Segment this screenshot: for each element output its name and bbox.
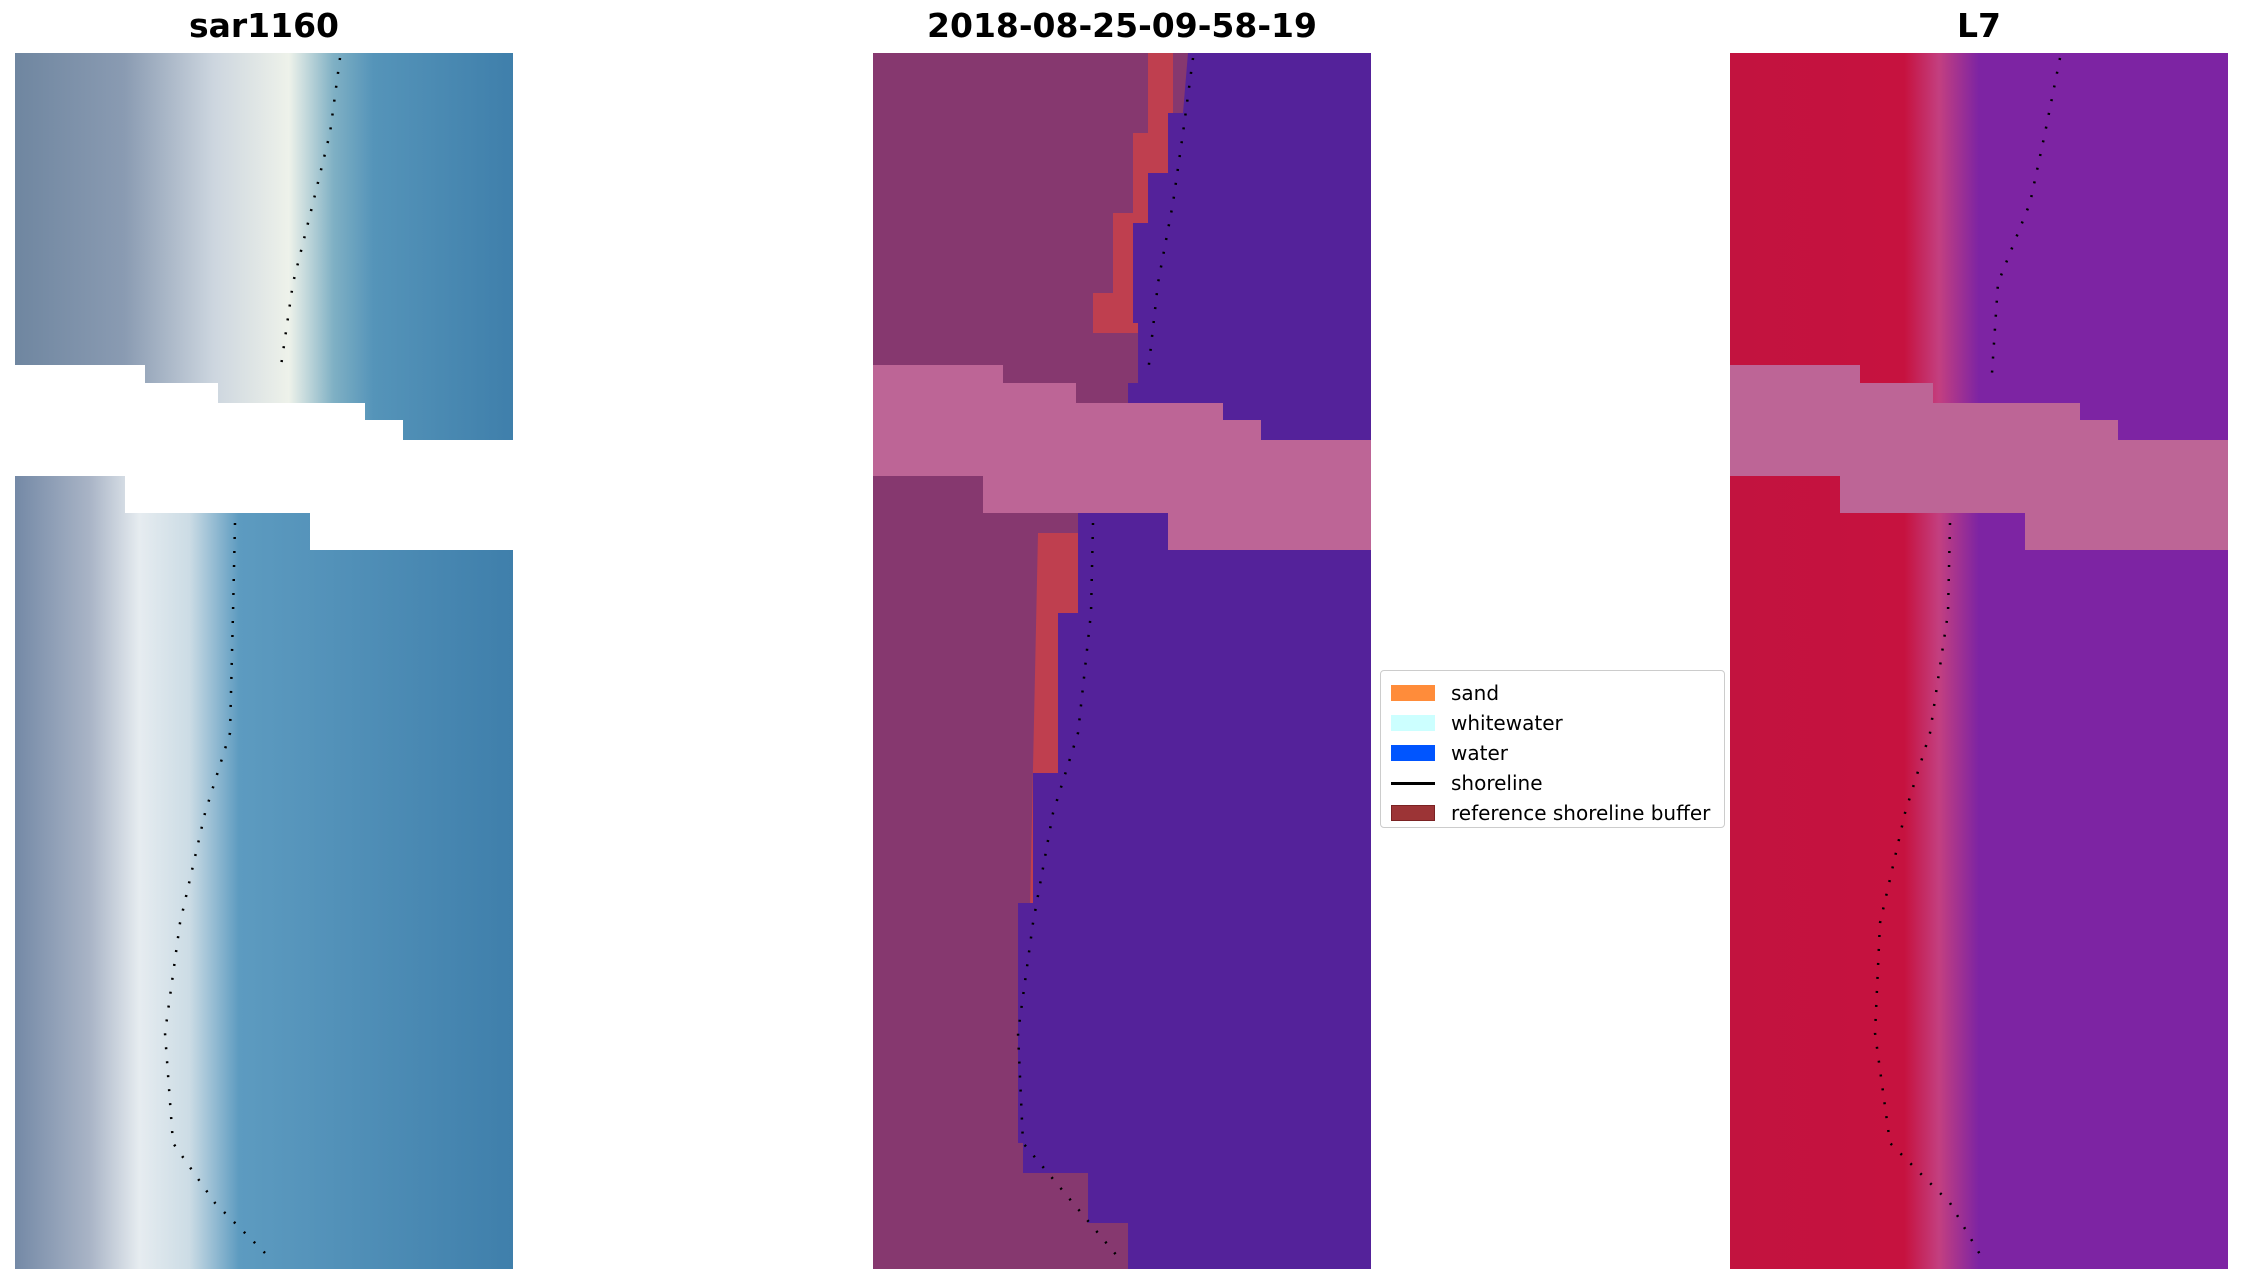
legend-swatch-sand bbox=[1391, 685, 1435, 701]
legend: sand whitewater water shoreline referenc… bbox=[1380, 670, 1725, 828]
legend-label-reference-buffer: reference shoreline buffer bbox=[1451, 801, 1711, 825]
class-shoreline bbox=[1016, 57, 1195, 1264]
mndwi-image bbox=[1730, 53, 2228, 1269]
classified-image-panel bbox=[873, 53, 1371, 1269]
legend-label-sand: sand bbox=[1451, 681, 1500, 705]
legend-item-shoreline: shoreline bbox=[1391, 768, 1714, 798]
legend-item-water: water bbox=[1391, 738, 1714, 768]
legend-label-shoreline: shoreline bbox=[1451, 771, 1543, 795]
classified-image bbox=[873, 53, 1371, 1269]
mndwi-raster bbox=[1730, 53, 2228, 1269]
legend-label-whitewater: whitewater bbox=[1451, 711, 1563, 735]
rgb-shoreline bbox=[163, 57, 342, 1254]
rgb-top-tile bbox=[15, 53, 513, 440]
legend-item-whitewater: whitewater bbox=[1391, 708, 1714, 738]
legend-swatch-shoreline bbox=[1391, 781, 1435, 785]
mndwi-image-panel bbox=[1730, 53, 2228, 1269]
class-cloud-mask bbox=[873, 365, 1371, 550]
panel-title-mndwi: L7 bbox=[1957, 6, 2001, 45]
legend-label-water: water bbox=[1451, 741, 1508, 765]
rgb-image bbox=[15, 53, 513, 1269]
panel-title-classified: 2018-08-25-09-58-19 bbox=[927, 6, 1317, 45]
panel-title-rgb: sar1160 bbox=[188, 6, 340, 45]
mndwi-cloud-mask bbox=[1730, 365, 2228, 550]
rgb-image-panel bbox=[15, 53, 513, 1269]
legend-swatch-reference-buffer bbox=[1391, 805, 1435, 821]
rgb-bottom-tile bbox=[15, 476, 513, 1269]
legend-item-reference-buffer: reference shoreline buffer bbox=[1391, 798, 1714, 828]
legend-swatch-whitewater bbox=[1391, 715, 1435, 731]
legend-swatch-water bbox=[1391, 745, 1435, 761]
class-water bbox=[1018, 53, 1371, 1269]
legend-item-sand: sand bbox=[1391, 678, 1714, 708]
mndwi-shoreline bbox=[1873, 57, 2062, 1264]
